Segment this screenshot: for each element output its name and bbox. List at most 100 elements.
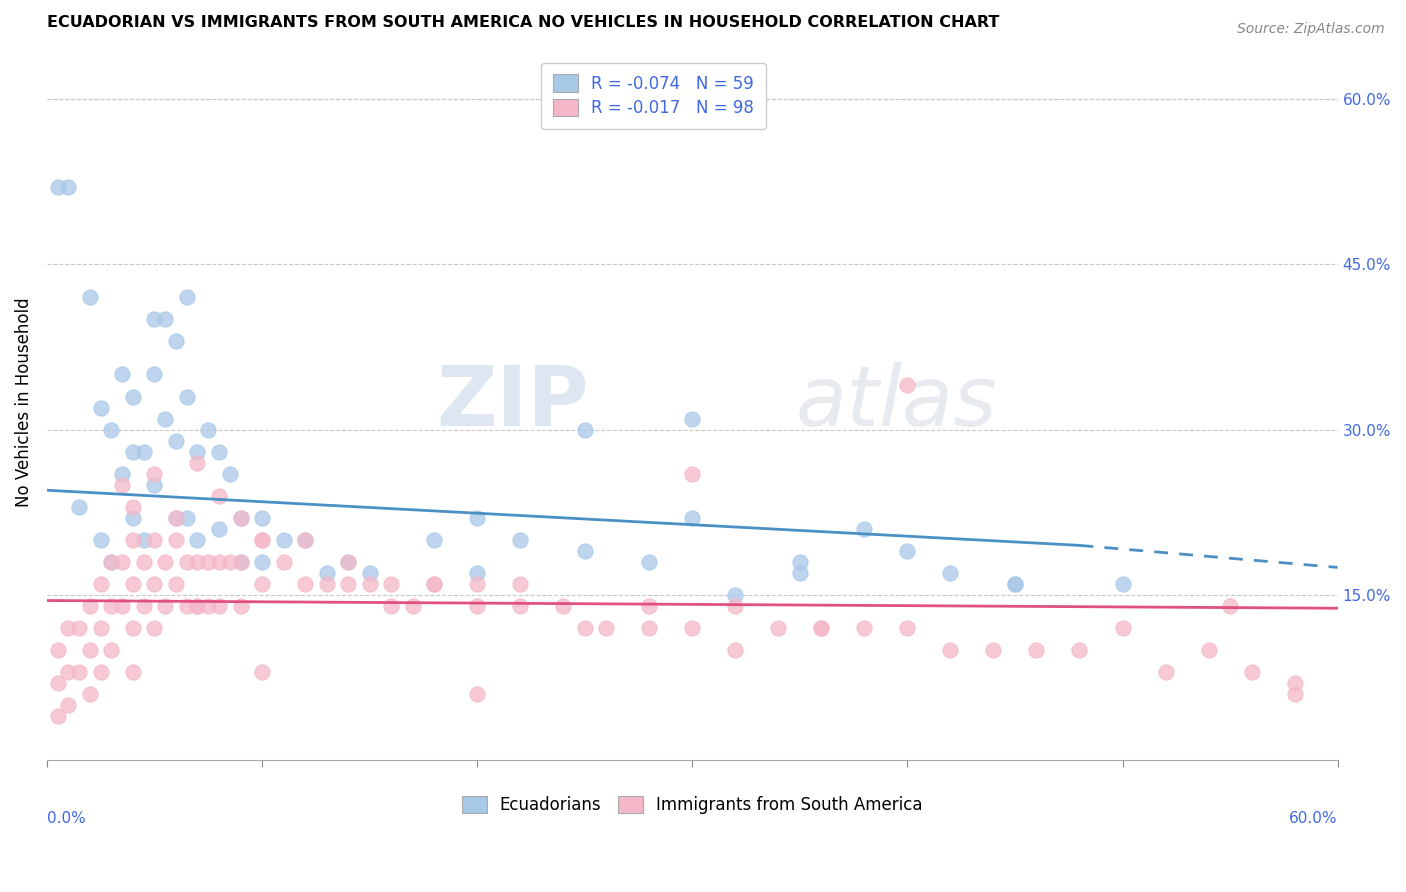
Text: ZIP: ZIP: [436, 361, 589, 442]
Point: [208, 444, 231, 458]
Point: [155, 599, 177, 613]
Point: [401, 599, 423, 613]
Point: [208, 555, 231, 569]
Point: [273, 533, 295, 547]
Point: [208, 522, 231, 536]
Point: [122, 665, 145, 680]
Point: [465, 577, 488, 591]
Point: [273, 555, 295, 569]
Point: [1069, 643, 1091, 657]
Point: [176, 555, 198, 569]
Point: [229, 511, 252, 525]
Point: [359, 577, 381, 591]
Point: [250, 555, 273, 569]
Point: [155, 555, 177, 569]
Point: [1111, 621, 1133, 635]
Point: [100, 555, 122, 569]
Point: [58, 621, 80, 635]
Point: [176, 511, 198, 525]
Point: [229, 511, 252, 525]
Point: [724, 643, 747, 657]
Point: [165, 334, 187, 349]
Point: [724, 599, 747, 613]
Point: [853, 621, 876, 635]
Point: [1284, 676, 1306, 690]
Text: ECUADORIAN VS IMMIGRANTS FROM SOUTH AMERICA NO VEHICLES IN HOUSEHOLD CORRELATION: ECUADORIAN VS IMMIGRANTS FROM SOUTH AMER…: [46, 15, 1000, 30]
Point: [165, 511, 187, 525]
Point: [208, 489, 231, 503]
Text: 60.0%: 60.0%: [1289, 811, 1337, 826]
Point: [1025, 643, 1047, 657]
Point: [186, 533, 208, 547]
Point: [143, 577, 166, 591]
Point: [132, 599, 155, 613]
Point: [111, 368, 134, 382]
Point: [1154, 665, 1177, 680]
Text: Source: ZipAtlas.com: Source: ZipAtlas.com: [1237, 22, 1385, 37]
Point: [294, 533, 316, 547]
Point: [595, 621, 617, 635]
Point: [359, 566, 381, 580]
Point: [638, 555, 661, 569]
Point: [67, 621, 90, 635]
Point: [315, 566, 337, 580]
Point: [294, 577, 316, 591]
Point: [46, 709, 69, 723]
Point: [186, 599, 208, 613]
Point: [896, 621, 918, 635]
Point: [250, 533, 273, 547]
Point: [186, 444, 208, 458]
Point: [100, 643, 122, 657]
Point: [681, 621, 703, 635]
Point: [423, 533, 446, 547]
Point: [1111, 577, 1133, 591]
Point: [810, 621, 832, 635]
Point: [896, 544, 918, 558]
Point: [574, 544, 596, 558]
Point: [90, 401, 112, 415]
Point: [509, 533, 531, 547]
Point: [197, 423, 219, 437]
Point: [1284, 687, 1306, 701]
Point: [176, 599, 198, 613]
Point: [337, 555, 360, 569]
Point: [122, 577, 145, 591]
Point: [186, 555, 208, 569]
Point: [465, 687, 488, 701]
Point: [111, 467, 134, 481]
Point: [111, 599, 134, 613]
Point: [186, 456, 208, 470]
Y-axis label: No Vehicles in Household: No Vehicles in Household: [15, 297, 32, 507]
Point: [294, 533, 316, 547]
Point: [143, 533, 166, 547]
Point: [122, 533, 145, 547]
Point: [46, 180, 69, 194]
Point: [229, 555, 252, 569]
Point: [638, 621, 661, 635]
Point: [638, 599, 661, 613]
Point: [337, 555, 360, 569]
Point: [250, 665, 273, 680]
Point: [165, 434, 187, 448]
Point: [465, 566, 488, 580]
Point: [155, 411, 177, 425]
Point: [111, 555, 134, 569]
Point: [789, 566, 811, 580]
Point: [810, 621, 832, 635]
Point: [58, 665, 80, 680]
Point: [122, 500, 145, 514]
Point: [67, 500, 90, 514]
Point: [574, 423, 596, 437]
Point: [380, 577, 402, 591]
Point: [553, 599, 575, 613]
Point: [46, 643, 69, 657]
Point: [90, 621, 112, 635]
Point: [681, 511, 703, 525]
Point: [681, 467, 703, 481]
Point: [143, 312, 166, 326]
Point: [143, 467, 166, 481]
Point: [380, 599, 402, 613]
Point: [983, 643, 1005, 657]
Point: [724, 588, 747, 602]
Point: [197, 555, 219, 569]
